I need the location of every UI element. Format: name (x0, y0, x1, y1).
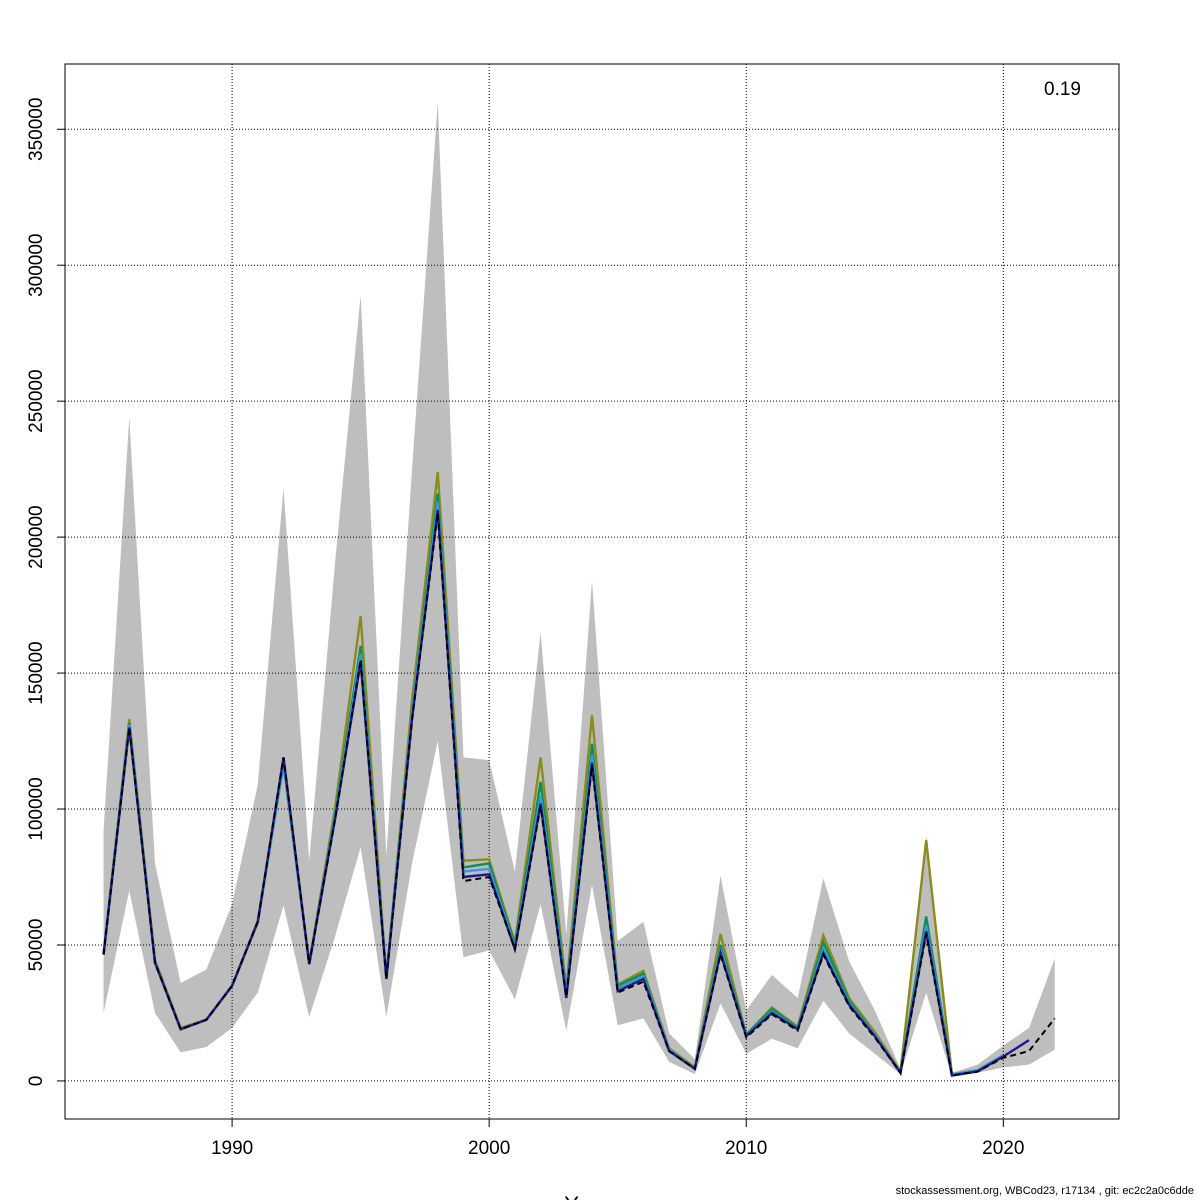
x-tick-label: 1990 (211, 1138, 253, 1159)
corner-value-label: 0.19 (1044, 79, 1081, 100)
plot-frame (64, 63, 1120, 1120)
x-tick-label: 2000 (468, 1138, 510, 1159)
y-tick-label: 50000 (26, 919, 47, 972)
y-tick-label: 150000 (26, 641, 47, 704)
x-axis: 1990 2000 2010 2020 (211, 1119, 1024, 1159)
series-line-reference (102, 512, 1056, 1077)
footer-credit: stockassessment.org, WBCod23, r17134 , g… (895, 1185, 1194, 1197)
x-axis-title: Years (564, 1192, 619, 1200)
x-tick-label: 2020 (982, 1138, 1024, 1159)
y-tick-label: 100000 (26, 777, 47, 840)
x-tick-label: 2010 (725, 1138, 767, 1159)
y-tick-label: 250000 (26, 369, 47, 432)
series-lines (102, 471, 1056, 1077)
gridlines (65, 64, 1119, 1119)
y-tick-label: 350000 (26, 98, 47, 161)
y-tick-label: 200000 (26, 505, 47, 568)
y-axis: 0 50000 100000 150000 200000 250000 300000 3500… (26, 98, 65, 1087)
y-tick-label: 300000 (26, 234, 47, 297)
y-tick-label: 0 (26, 1076, 47, 1087)
confidence-band (103, 102, 1055, 1077)
confidence-band-area (103, 102, 1055, 1077)
